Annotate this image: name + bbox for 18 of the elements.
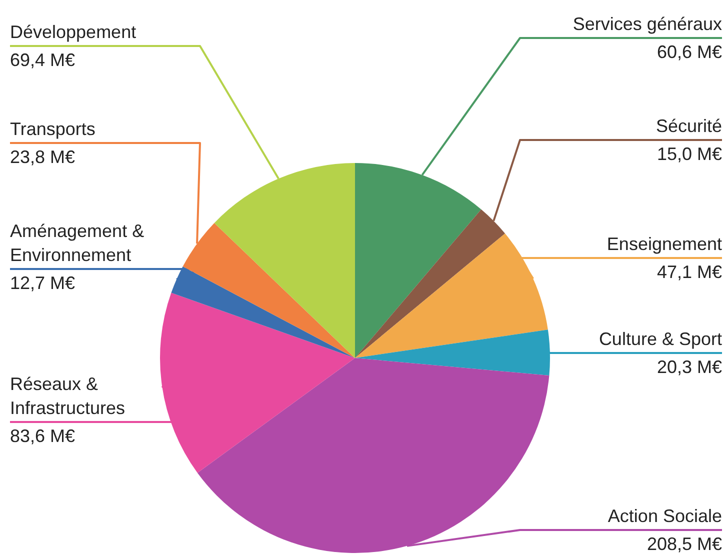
data-label: 23,8 M€: [10, 147, 76, 167]
data-label: 60,6 M€: [656, 42, 722, 62]
slice-label: Transports: [10, 119, 96, 139]
slice-label: Culture & Sport: [598, 329, 722, 349]
data-label: 47,1 M€: [656, 262, 722, 282]
slice-label: Action Sociale: [608, 506, 722, 526]
slice-label: Développement: [10, 22, 136, 42]
data-label: 69,4 M€: [10, 50, 76, 70]
data-label: 208,5 M€: [646, 534, 722, 554]
data-label: 20,3 M€: [656, 357, 722, 377]
data-label: 83,6 M€: [10, 426, 76, 446]
slice-label: Sécurité: [656, 116, 722, 136]
slice-label: Réseaux & Infrastructures: [10, 374, 126, 418]
data-label: 12,7 M€: [10, 273, 76, 293]
data-label: 15,0 M€: [656, 144, 722, 164]
slice-label: Aménagement & Environnement: [10, 221, 144, 265]
slice-label: Services généraux: [572, 14, 722, 34]
slice-label: Enseignement: [606, 234, 722, 254]
